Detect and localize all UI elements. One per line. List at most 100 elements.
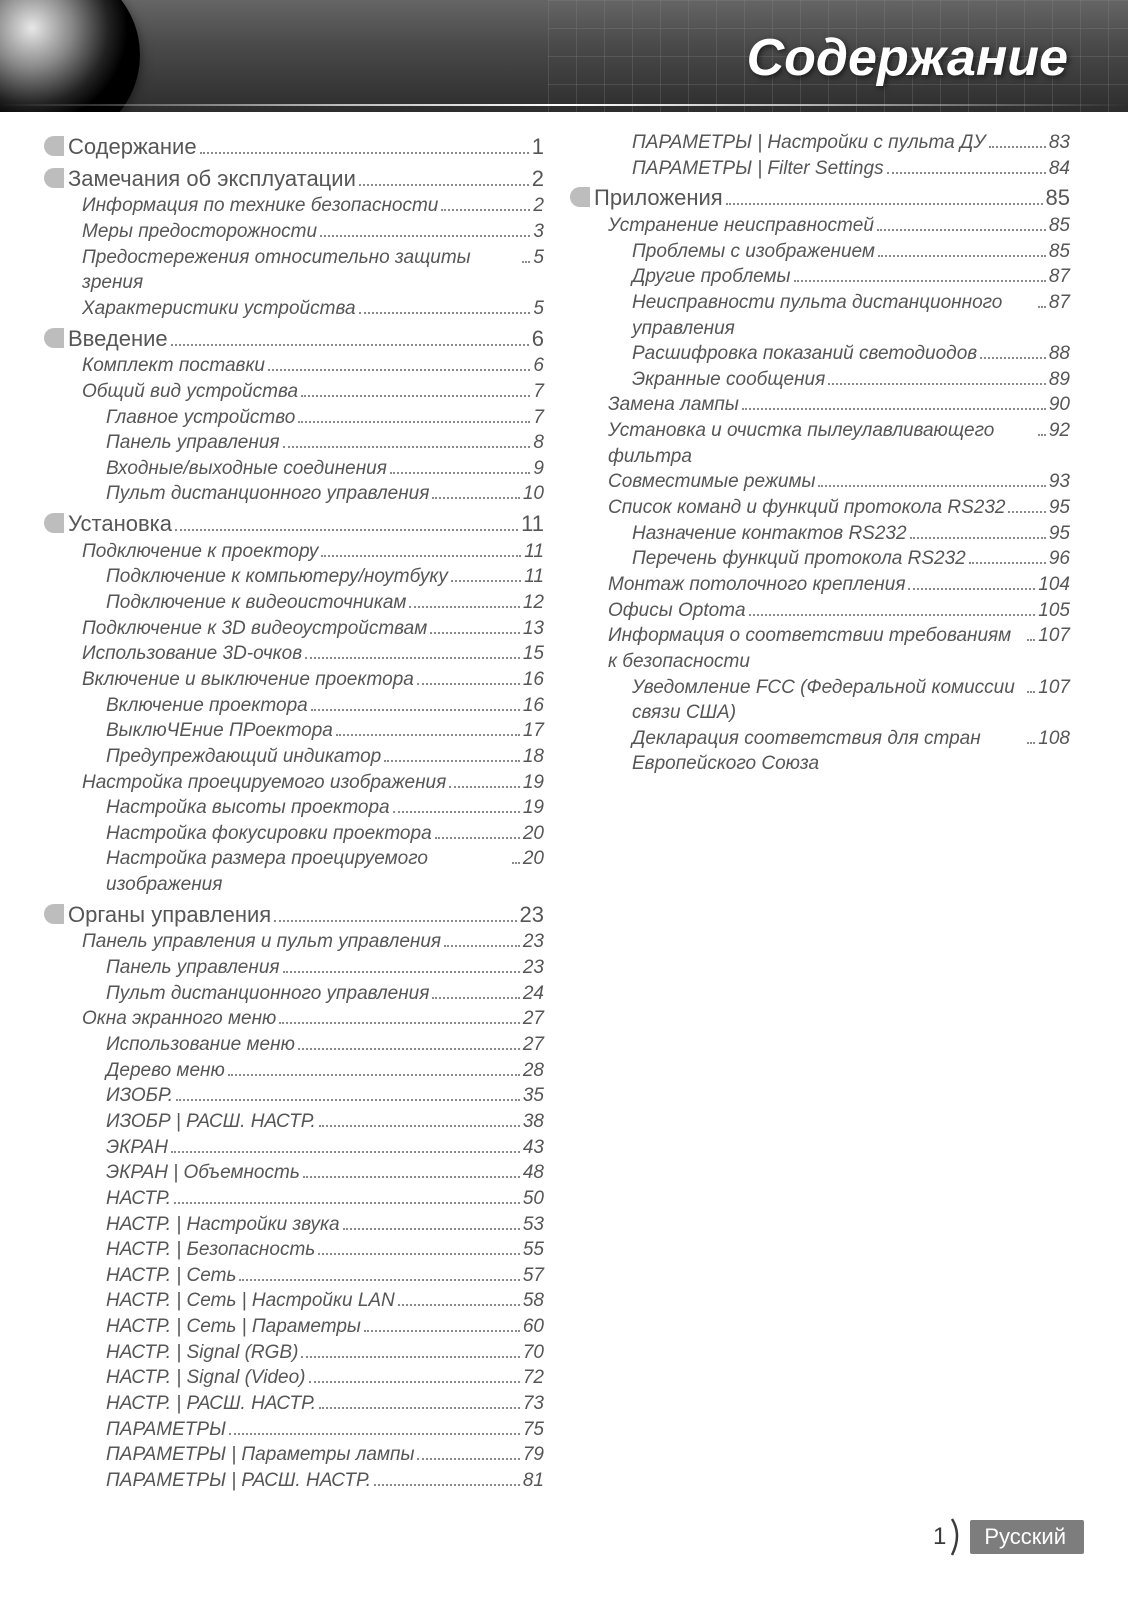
toc-entry: Замена лампы 90 bbox=[584, 392, 1070, 418]
toc-leader bbox=[409, 592, 519, 608]
toc-text: НАСТР. | Настройки звука bbox=[106, 1212, 340, 1238]
section-pill-icon bbox=[44, 328, 64, 348]
toc-page: 16 bbox=[523, 667, 544, 693]
toc-leader bbox=[200, 135, 529, 154]
toc-entry: Характеристики устройства5 bbox=[58, 296, 544, 322]
toc-entry: Настройка высоты проектора19 bbox=[58, 795, 544, 821]
toc-entry: Установка и очистка пылеулавливающего фи… bbox=[584, 418, 1070, 469]
toc-text: Введение bbox=[58, 324, 168, 354]
toc-text: ПАРАМЕТРЫ bbox=[106, 1417, 226, 1443]
toc-page: 1 bbox=[532, 132, 544, 162]
toc-page: 20 bbox=[523, 821, 544, 847]
toc-leader bbox=[512, 848, 520, 864]
toc-leader bbox=[384, 746, 520, 762]
toc-text: Комплект поставки bbox=[82, 353, 265, 379]
toc-entry: Меры предосторожности3 bbox=[58, 219, 544, 245]
toc-text: НАСТР. | Безопасность bbox=[106, 1237, 315, 1263]
toc-text: Совместимые режимы bbox=[608, 469, 815, 495]
toc-page: 12 bbox=[523, 590, 544, 616]
toc-entry: Дерево меню28 bbox=[58, 1058, 544, 1084]
toc-page: 35 bbox=[523, 1083, 544, 1109]
toc-entry: ПАРАМЕТРЫ75 bbox=[58, 1417, 544, 1443]
toc-page: 81 bbox=[523, 1468, 544, 1494]
toc-text: Настройка размера проецируемого изображе… bbox=[106, 846, 509, 897]
toc-entry: Устранение неисправностей85 bbox=[584, 213, 1070, 239]
toc-entry: Содержание1 bbox=[58, 132, 544, 162]
section-pill-icon bbox=[44, 513, 64, 533]
toc-leader bbox=[321, 541, 521, 557]
toc-leader bbox=[171, 327, 529, 346]
toc-page: 10 bbox=[523, 481, 544, 507]
toc-page: 3 bbox=[533, 219, 544, 245]
toc-entry: Экранные сообщения89 bbox=[584, 367, 1070, 393]
toc-leader bbox=[908, 574, 1035, 590]
toc-leader bbox=[309, 1367, 520, 1383]
toc-content: Содержание1Замечания об эксплуатации2Инф… bbox=[58, 130, 1070, 1501]
toc-leader bbox=[319, 1393, 520, 1409]
toc-leader bbox=[298, 406, 530, 422]
toc-text: ПАРАМЕТРЫ | Параметры лампы bbox=[106, 1442, 414, 1468]
toc-leader bbox=[283, 432, 531, 448]
toc-text: ИЗОБР. bbox=[106, 1083, 173, 1109]
toc-text: Замена лампы bbox=[608, 392, 739, 418]
toc-text: Проблемы с изображением bbox=[632, 239, 875, 265]
toc-page: 8 bbox=[533, 430, 544, 456]
toc-leader bbox=[359, 167, 529, 186]
toc-entry: Установка11 bbox=[58, 509, 544, 539]
toc-text: Окна экранного меню bbox=[82, 1006, 276, 1032]
toc-page: 53 bbox=[523, 1212, 544, 1238]
toc-entry: Замечания об эксплуатации2 bbox=[58, 164, 544, 194]
toc-text: Панель управления и пульт управления bbox=[82, 929, 441, 955]
toc-page: 11 bbox=[524, 539, 544, 565]
toc-page: 108 bbox=[1038, 726, 1070, 752]
toc-page: 83 bbox=[1049, 130, 1070, 156]
toc-text: Панель управления bbox=[106, 955, 280, 981]
toc-leader bbox=[374, 1470, 520, 1486]
toc-page: 2 bbox=[533, 193, 544, 219]
toc-text: Предупреждающий индикатор bbox=[106, 744, 381, 770]
toc-entry: НАСТР. | Signal (Video)72 bbox=[58, 1365, 544, 1391]
toc-page: 6 bbox=[533, 353, 544, 379]
toc-entry: Панель управления23 bbox=[58, 955, 544, 981]
toc-leader bbox=[742, 394, 1046, 410]
toc-leader bbox=[228, 1060, 520, 1076]
toc-leader bbox=[303, 1162, 520, 1178]
section-pill-icon bbox=[44, 904, 64, 924]
toc-leader bbox=[301, 1342, 519, 1358]
toc-page: 28 bbox=[523, 1058, 544, 1084]
toc-entry: Панель управления 8 bbox=[58, 430, 544, 456]
toc-leader bbox=[878, 240, 1046, 256]
toc-page: 105 bbox=[1038, 598, 1070, 624]
toc-page: 17 bbox=[523, 718, 544, 744]
toc-page: 84 bbox=[1049, 156, 1070, 182]
toc-page: 90 bbox=[1049, 392, 1070, 418]
toc-text: ВыклюЧЕние ПРоектора bbox=[106, 718, 333, 744]
toc-entry: НАСТР. | Signal (RGB)70 bbox=[58, 1340, 544, 1366]
toc-text: Включение и выключение проектора bbox=[82, 667, 414, 693]
toc-leader bbox=[432, 983, 519, 999]
toc-leader bbox=[726, 187, 1043, 206]
toc-page: 48 bbox=[523, 1160, 544, 1186]
toc-page: 107 bbox=[1038, 675, 1070, 701]
toc-entry: ПАРАМЕТРЫ | Настройки с пульта ДУ 83 bbox=[584, 130, 1070, 156]
page-title: Содержание bbox=[747, 28, 1068, 88]
toc-text: Общий вид устройства bbox=[82, 379, 298, 405]
toc-page: 24 bbox=[523, 981, 544, 1007]
toc-page: 96 bbox=[1049, 546, 1070, 572]
toc-text: Включение проектора bbox=[106, 693, 308, 719]
toc-text: ПАРАМЕТРЫ | Настройки с пульта ДУ bbox=[632, 130, 986, 156]
toc-leader bbox=[319, 1111, 520, 1127]
toc-entry: Расшифровка показаний светодиодов88 bbox=[584, 341, 1070, 367]
toc-entry: Включение и выключение проектора 16 bbox=[58, 667, 544, 693]
toc-leader bbox=[390, 458, 531, 474]
toc-text: Офисы Optoma bbox=[608, 598, 746, 624]
toc-text: Информация по технике безопасности bbox=[82, 193, 438, 219]
toc-entry: ЭКРАН | Объемность48 bbox=[58, 1160, 544, 1186]
toc-text: ИЗОБР | РАСШ. НАСТР. bbox=[106, 1109, 316, 1135]
toc-text: Подключение к компьютеру/ноутбуку bbox=[106, 564, 448, 590]
toc-text: Панель управления bbox=[106, 430, 280, 456]
toc-text: Подключение к проектору bbox=[82, 539, 318, 565]
toc-entry: ПАРАМЕТРЫ | Параметры лампы79 bbox=[58, 1442, 544, 1468]
toc-page: 23 bbox=[520, 900, 544, 930]
toc-leader bbox=[171, 1136, 520, 1152]
